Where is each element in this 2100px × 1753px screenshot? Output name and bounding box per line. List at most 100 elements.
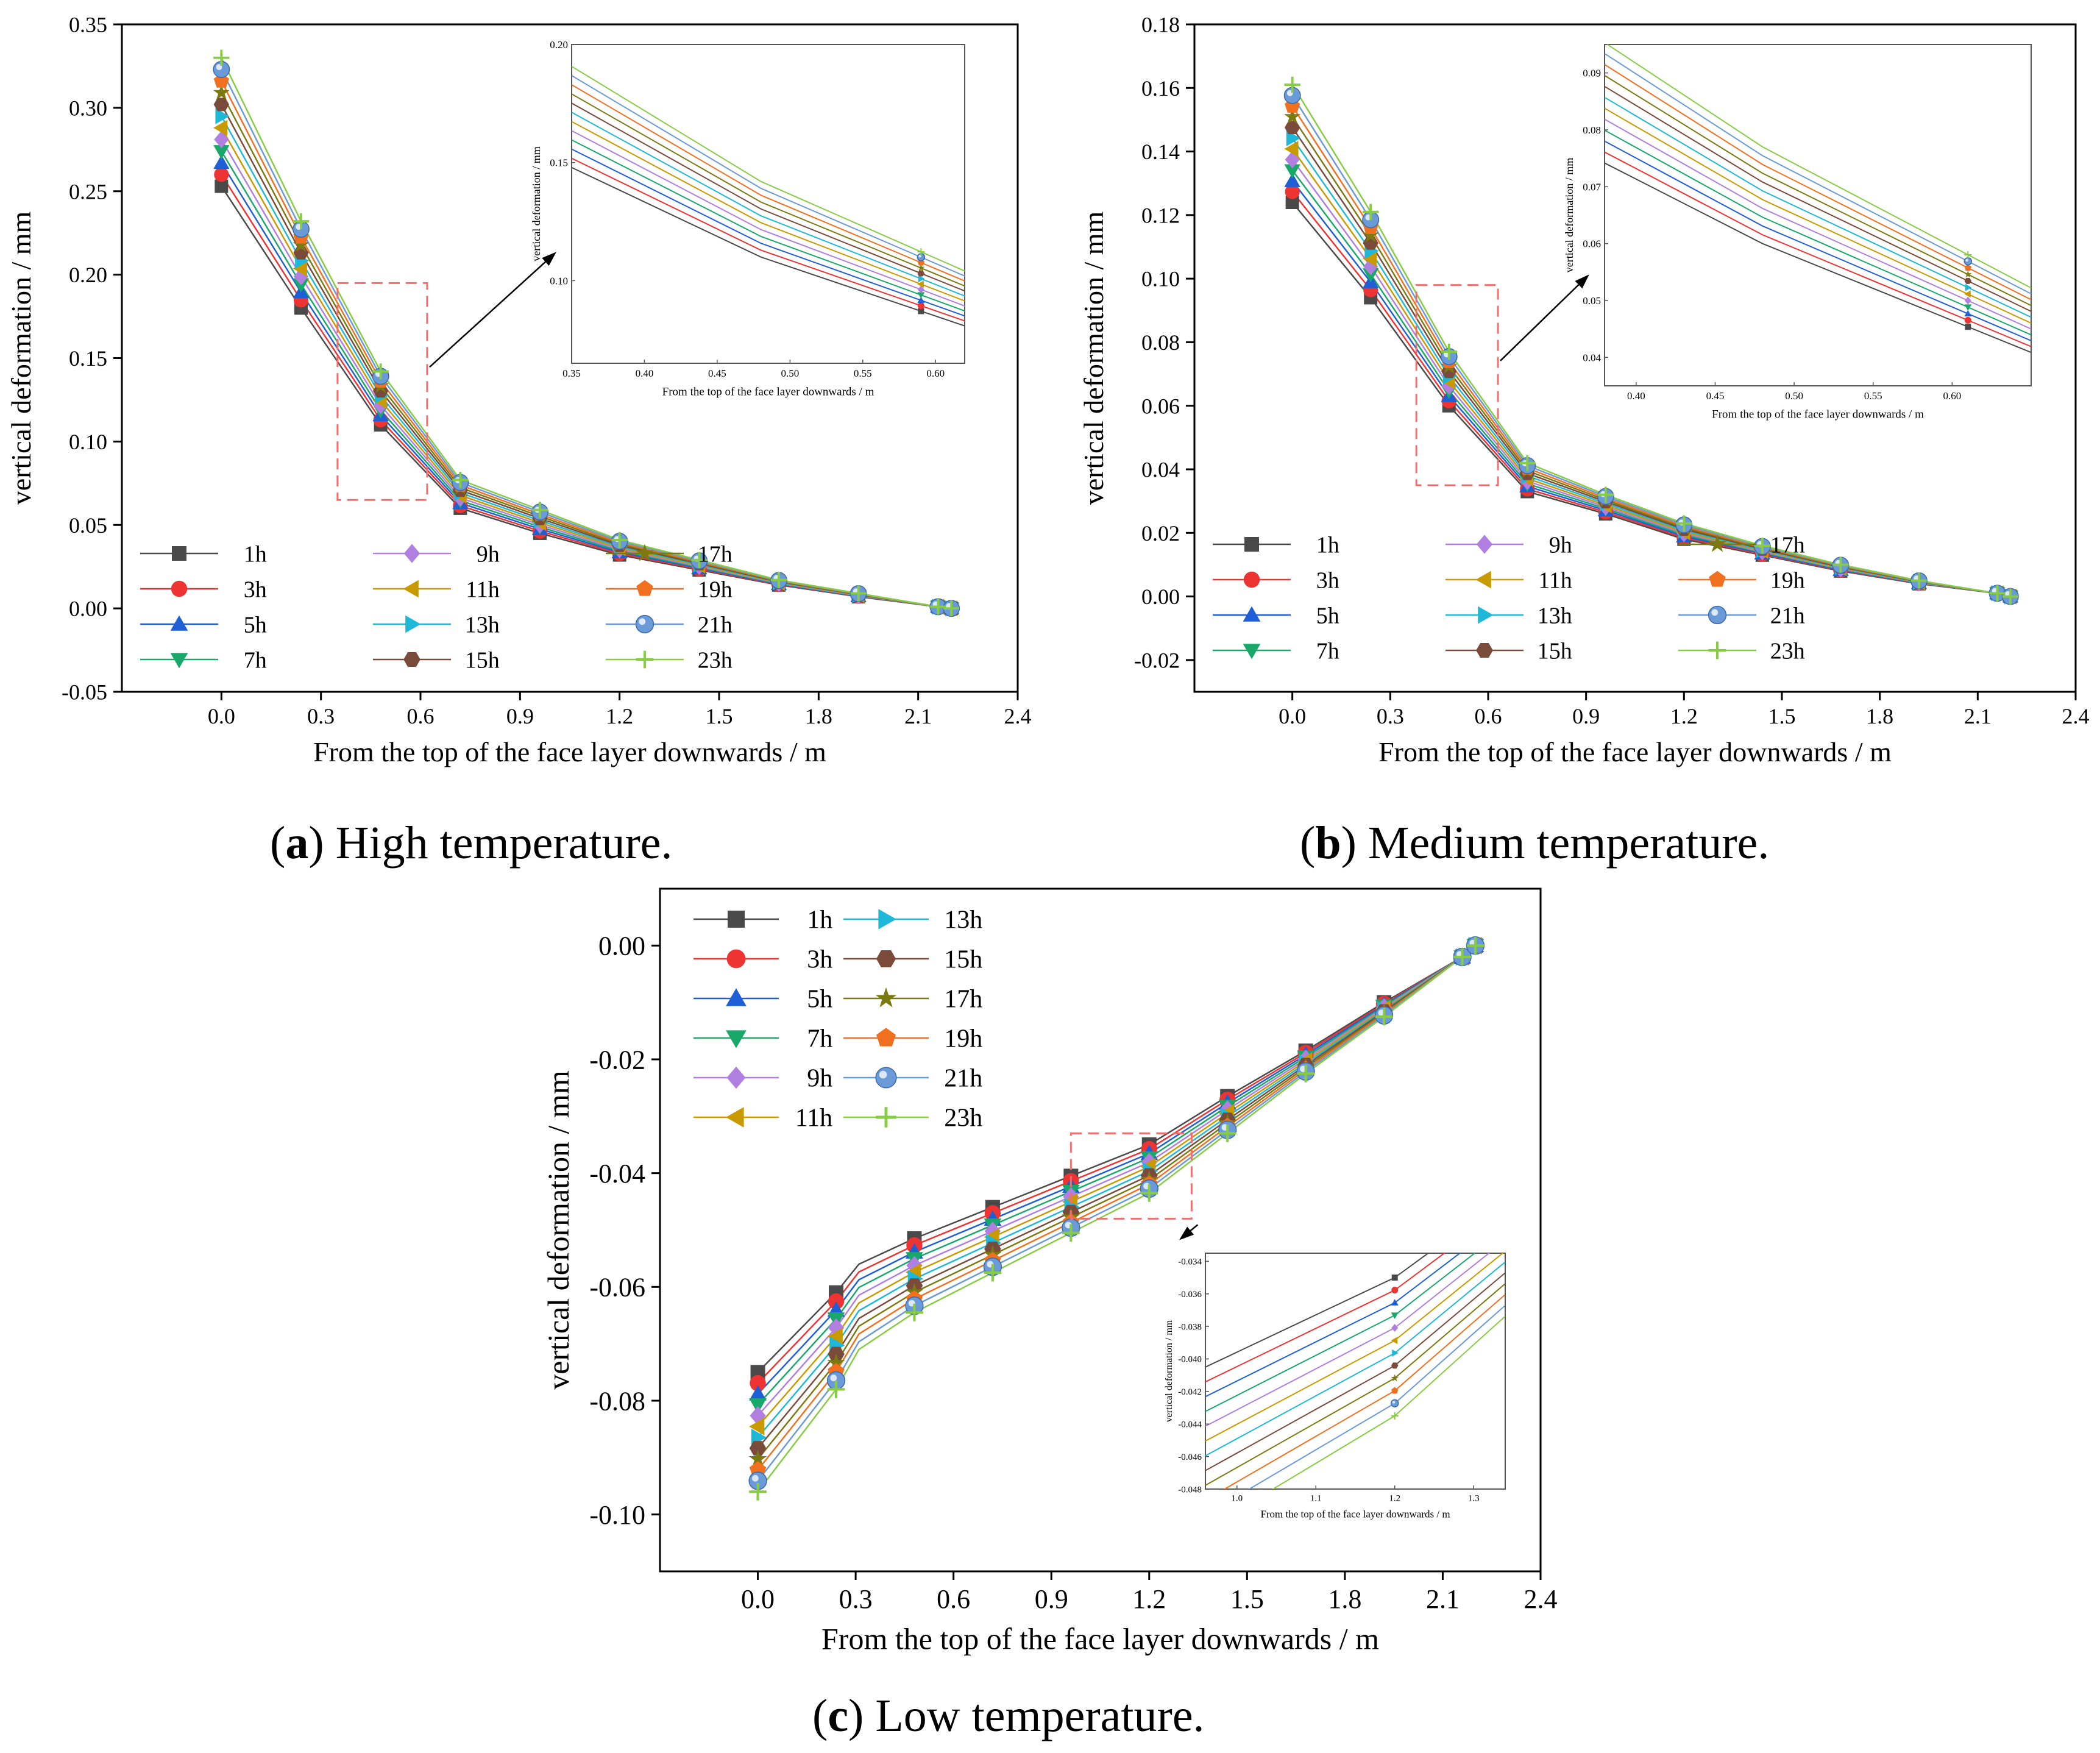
legend-label-19h: 19h <box>1770 567 1805 593</box>
inset-x-tick-label: 0.55 <box>1864 390 1882 402</box>
legend-label-15h: 15h <box>1538 638 1572 664</box>
legend-marker-21h-highlight <box>1711 609 1719 616</box>
legend-label-9h: 9h <box>477 541 500 567</box>
zoom-arrow-head <box>1575 274 1589 289</box>
inset-x-tick-label: 0.40 <box>1627 390 1645 402</box>
x-tick-label: 0.3 <box>1377 704 1404 728</box>
inset-chart: 0.35 0.40 0.45 0.50 0.55 0.60 0.10 0.15 0.20 From… <box>530 39 965 399</box>
y-tick-label: -0.10 <box>589 1500 645 1530</box>
data-point-3h <box>750 1374 766 1392</box>
legend-marker-13h <box>405 615 421 633</box>
data-point-3h <box>828 1293 845 1310</box>
inset-x-tick-label: 1.2 <box>1389 1494 1400 1504</box>
x-tick-label: 1.5 <box>706 704 733 728</box>
legend-label-1h: 1h <box>244 541 267 567</box>
y-tick-label: 0.00 <box>598 931 645 961</box>
inset-x-tick-label: 0.45 <box>1706 390 1725 402</box>
legend-label-1h: 1h <box>1316 532 1339 558</box>
data-point-17h <box>1362 226 1379 243</box>
inset-y-axis-label: vertical deformation / mm <box>530 146 542 261</box>
legend-label-5h: 5h <box>1316 603 1339 628</box>
legend-marker-19h <box>1709 571 1726 587</box>
inset-line-21h <box>572 75 965 277</box>
inset-y-tick-label: -0.044 <box>1178 1420 1202 1429</box>
legend-label-13h: 13h <box>465 612 500 638</box>
y-tick-label: 0.15 <box>69 346 107 371</box>
inset-x-tick-label: 0.40 <box>636 368 654 379</box>
data-point-15h <box>1285 121 1300 135</box>
inset-line-15h <box>1605 85 2031 312</box>
inset-line-19h <box>572 84 965 282</box>
data-point-23h <box>1519 455 1536 471</box>
inset-frame <box>1205 1253 1506 1490</box>
y-tick-label: 0.00 <box>69 597 107 621</box>
legend-label-7h: 7h <box>244 647 267 673</box>
legend-label-21h: 21h <box>944 1065 982 1093</box>
inset-y-axis-label: vertical deformation / mm <box>1563 158 1575 272</box>
legend-marker-5h <box>170 615 188 631</box>
inset-line-9h <box>572 130 965 307</box>
legend-label-17h: 17h <box>698 541 733 567</box>
x-tick-label: 2.4 <box>2062 704 2090 728</box>
x-tick-label: 0.0 <box>1279 704 1306 728</box>
legend: 1h 3h 5h 7h 9h 11h 13h 15h 17h 19h 21h 23h <box>1213 532 1805 664</box>
inset-y-tick-label: 0.08 <box>1583 124 1601 136</box>
inset-point-21h-highlight <box>1392 1401 1396 1404</box>
inset-point-17h <box>1964 270 1972 278</box>
legend-label-1h: 1h <box>807 906 832 934</box>
legend-label-9h: 9h <box>807 1065 832 1093</box>
legend-marker-5h <box>726 988 747 1006</box>
zoom-box <box>336 282 428 501</box>
legend-label-11h: 11h <box>795 1104 832 1133</box>
x-tick-label: 0.9 <box>1572 704 1600 728</box>
data-point-23h <box>1676 515 1692 532</box>
inset-x-tick-label: 0.60 <box>1943 390 1961 402</box>
data-point-23h <box>906 1303 923 1321</box>
y-tick-label: 0.08 <box>1141 330 1180 355</box>
x-tick-label: 0.9 <box>1035 1584 1068 1614</box>
data-point-7h <box>1363 268 1379 283</box>
inset-y-tick-label: 0.10 <box>550 275 568 286</box>
data-point-23h <box>1466 936 1485 955</box>
legend-label-5h: 5h <box>807 986 832 1014</box>
data-point-15h <box>749 1441 767 1456</box>
x-tick-label: 2.1 <box>904 704 932 728</box>
data-point-23h <box>1597 486 1614 503</box>
legend-marker-9h <box>1476 535 1493 554</box>
inset-point-5h <box>917 296 925 304</box>
inset-y-tick-label: 0.05 <box>1583 295 1601 307</box>
x-tick-label: 1.8 <box>1866 704 1893 728</box>
legend-marker-13h <box>878 909 896 930</box>
y-tick-label: -0.02 <box>589 1045 645 1075</box>
legend-marker-19h <box>636 580 653 596</box>
y-tick-label: 0.14 <box>1141 140 1180 164</box>
inset-point-9h <box>1391 1324 1399 1332</box>
data-point-23h <box>1989 585 2006 602</box>
data-point-23h <box>943 600 960 617</box>
data-point-11h <box>293 260 307 277</box>
data-point-23h <box>1363 204 1379 220</box>
inset-line-1h <box>572 166 965 327</box>
data-point-23h <box>850 585 867 602</box>
data-point-23h <box>691 552 708 568</box>
x-tick-label: 1.5 <box>1230 1584 1264 1614</box>
data-point-9h <box>750 1406 766 1426</box>
data-point-23h <box>1453 948 1471 966</box>
inset-frame <box>1604 44 2032 386</box>
legend-marker-15h <box>403 652 420 667</box>
inset-x-tick-label: 1.3 <box>1468 1494 1480 1504</box>
inset-point-19h <box>1964 264 1972 271</box>
y-tick-label: -0.02 <box>1134 648 1180 672</box>
caption-b: (b) Medium temperature. <box>1300 817 1769 869</box>
series-line-19h <box>757 945 1476 1471</box>
inset-x-tick-label: 1.1 <box>1310 1494 1322 1504</box>
data-point-17h <box>827 1353 845 1371</box>
inset-y-tick-label: 0.04 <box>1583 352 1601 363</box>
data-point-23h <box>452 472 469 488</box>
data-point-23h <box>827 1380 845 1398</box>
x-tick-label: 2.4 <box>1524 1584 1558 1614</box>
data-point-3h <box>1285 184 1300 199</box>
data-point-3h <box>214 167 229 182</box>
legend-label-15h: 15h <box>944 946 982 974</box>
chart-panel-a: 0.0 0.3 0.6 0.9 1.2 1.5 1.8 2.1 2.4 -0.05 0.00 0.05… <box>5 13 1032 767</box>
